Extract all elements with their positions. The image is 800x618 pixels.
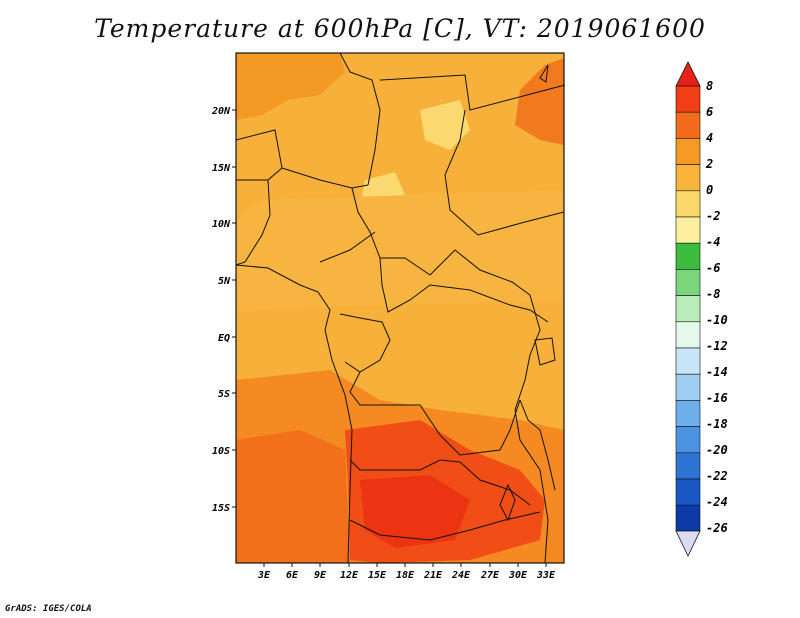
colorbar-under-arrow: [675, 530, 701, 557]
coastline-east-lakes: [514, 294, 549, 564]
lon-label: 15E: [368, 570, 387, 581]
colorbar-cell: [675, 478, 701, 506]
colorbar-cell: [675, 85, 701, 113]
colorbar-label: -4: [706, 235, 720, 249]
border-car-sudan: [454, 249, 531, 296]
lat-label: EQ: [218, 333, 230, 344]
border-drc-north: [429, 284, 549, 323]
colorbar-label: -26: [706, 521, 728, 535]
lat-label: 10N: [212, 219, 231, 230]
lat-label: 5N: [218, 276, 231, 287]
border-niger-chad: [339, 52, 381, 186]
lon-label: 3E: [257, 570, 271, 581]
lon-label: 33E: [536, 570, 556, 581]
lat-label: 15N: [212, 163, 231, 174]
colorbar-label: -8: [706, 287, 720, 301]
colorbar-cell: [675, 269, 701, 296]
lon-label: 18E: [396, 570, 415, 581]
colorbar-label: -12: [706, 339, 728, 353]
colorbar-label: -16: [706, 391, 728, 405]
colorbar-cell: [675, 373, 701, 401]
border-angola-zambia: [349, 459, 461, 471]
lake-victoria: [534, 337, 556, 366]
warm-region-southwest: [236, 430, 350, 563]
colorbar-cell: [675, 426, 701, 454]
border-southern: [349, 511, 541, 541]
lon-label: 21E: [423, 570, 443, 581]
map-frame: [235, 52, 565, 564]
colorbar-label: -14: [706, 365, 728, 379]
colorbar-cell: [675, 347, 701, 375]
lon-label: 30E: [508, 570, 528, 581]
colorbar-label: -18: [706, 417, 728, 431]
lon-label: 24E: [451, 570, 471, 581]
border-sudan: [444, 109, 565, 236]
colorbar-label: 2: [705, 157, 713, 171]
lon-label: 27E: [480, 570, 500, 581]
grads-credit: GrADS: IGES/COLA: [5, 604, 92, 614]
colorbar-cell: [675, 190, 701, 218]
colorbar-label: -20: [706, 443, 728, 457]
colorbar-label: -2: [706, 209, 720, 223]
cool-region-sahel: [420, 100, 470, 150]
hot-core-south: [360, 475, 470, 548]
colorbar-label: -24: [706, 495, 728, 509]
map-panel: 20N 15N 10N 5N EQ 5S 10S 15S 3E 6E 9E 12…: [211, 52, 566, 581]
border-libya-sudan: [379, 74, 566, 111]
colorbar-label: -10: [706, 313, 728, 327]
lon-label: 6E: [286, 570, 299, 581]
colorbar-cell: [675, 504, 701, 532]
sinai-coast: [539, 64, 549, 83]
lat-label: 15S: [212, 503, 230, 514]
colorbar-label: 8: [706, 79, 713, 93]
colorbar-cells: [675, 85, 701, 532]
central-band: [236, 190, 564, 310]
colorbar-label: -6: [706, 261, 720, 275]
colorbar-cell: [675, 321, 701, 349]
colorbar-cell: [675, 164, 701, 192]
colorbar-label: -22: [706, 469, 728, 483]
border-zambia-zimbabwe: [459, 461, 531, 506]
lat-label: 10S: [212, 446, 230, 457]
chart-title: Temperature at 600hPa [C], VT: 201906160…: [94, 14, 706, 43]
coastline-west: [235, 264, 353, 564]
border-angola-drc: [349, 371, 441, 436]
colorbar-labels: 8 6 4 2 0 -2 -4 -6 -8 -10 -12 -14 -16 -1…: [705, 79, 728, 535]
border-nigeria-north: [281, 167, 369, 189]
colorbar-label: 0: [706, 183, 713, 197]
colorbar-cell: [675, 216, 701, 244]
country-borders: [235, 52, 566, 564]
colorbar-label: 4: [706, 131, 713, 145]
border-cameroon-nigeria: [319, 231, 376, 263]
longitude-axis: 3E 6E 9E 12E 15E 18E 21E 24E 27E 30E 33E: [257, 563, 556, 581]
latitude-axis: 20N 15N 10N 5N EQ 5S 10S 15S: [211, 106, 236, 514]
lon-label: 9E: [314, 570, 327, 581]
warm-region-north-east: [515, 58, 564, 145]
colorbar-cell: [675, 111, 701, 139]
border-congo-drc: [379, 257, 431, 313]
lake-kariba: [499, 483, 516, 522]
colorbar: 8 6 4 2 0 -2 -4 -6 -8 -10 -12 -14 -16 -1…: [675, 61, 728, 557]
lon-label: 12E: [340, 570, 359, 581]
colorbar-cell: [675, 138, 701, 165]
border-benin-togo: [235, 179, 271, 266]
lat-label: 5S: [218, 389, 230, 400]
colorbar-cell: [675, 242, 701, 270]
colorbar-cell: [675, 452, 701, 480]
warm-region-north-west: [236, 53, 345, 120]
border-tanzania: [519, 399, 556, 491]
colorbar-cell: [675, 295, 701, 323]
colorbar-cell: [675, 400, 701, 427]
border-drc-zambia: [439, 399, 521, 456]
lat-label: 20N: [211, 106, 231, 117]
colorbar-label: 6: [706, 105, 713, 119]
colorbar-over-arrow: [675, 61, 701, 87]
